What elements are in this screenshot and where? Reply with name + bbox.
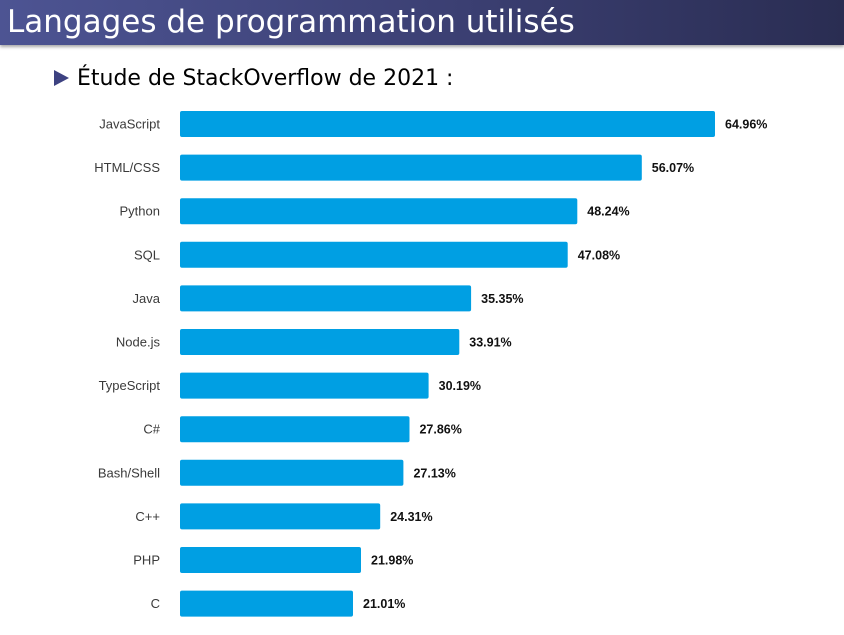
category-label: C	[151, 596, 160, 611]
value-label: 33.91%	[469, 336, 511, 350]
category-label: SQL	[134, 247, 160, 262]
value-label: 64.96%	[725, 118, 767, 132]
bar	[180, 198, 578, 225]
slide-title: Langages de programmation utilisés	[7, 4, 575, 40]
bar	[180, 590, 353, 617]
category-label: TypeScript	[99, 378, 161, 393]
value-label: 27.86%	[419, 423, 461, 437]
category-label: PHP	[133, 553, 160, 568]
bar-row: C 21.01%	[151, 590, 405, 617]
category-label: Python	[120, 204, 160, 219]
bar	[180, 111, 715, 137]
bar	[180, 503, 381, 530]
bar-row: TypeScript 30.19%	[99, 372, 481, 399]
category-label: Node.js	[116, 335, 161, 350]
bar-row: JavaScript 64.96%	[99, 111, 767, 137]
bar-row: Python 48.24%	[120, 198, 630, 225]
bar-row: Bash/Shell 27.13%	[98, 459, 456, 486]
value-label: 27.13%	[413, 466, 455, 480]
bar	[180, 416, 410, 443]
bar-row: PHP 21.98%	[133, 547, 413, 573]
bar-row: HTML/CSS 56.07%	[94, 154, 694, 181]
bar-row: Node.js 33.91%	[116, 329, 512, 355]
value-label: 48.24%	[587, 205, 629, 219]
bar	[180, 154, 642, 181]
value-label: 47.08%	[578, 248, 620, 262]
value-label: 24.31%	[390, 510, 432, 524]
category-label: JavaScript	[99, 117, 160, 132]
bullet-item: Étude de StackOverflow de 2021 :	[54, 63, 453, 93]
bullet-text: Étude de StackOverflow de 2021 :	[77, 65, 454, 91]
bar	[180, 241, 568, 268]
value-label: 35.35%	[481, 292, 523, 306]
category-label: C++	[135, 509, 160, 524]
value-label: 21.98%	[371, 554, 413, 568]
value-label: 56.07%	[652, 161, 694, 175]
category-label: C#	[143, 422, 160, 437]
value-label: 21.01%	[363, 597, 405, 611]
bar-row: C# 27.86%	[143, 416, 462, 443]
bar	[180, 547, 361, 573]
triangle-bullet-icon	[54, 70, 69, 86]
bar-row: C++ 24.31%	[135, 503, 433, 530]
bar-row: SQL 47.08%	[134, 241, 620, 268]
bar	[180, 372, 429, 399]
category-label: HTML/CSS	[94, 160, 160, 175]
bar	[180, 459, 404, 486]
bar	[180, 285, 472, 312]
bar-row: Java 35.35%	[133, 285, 524, 312]
value-label: 30.19%	[439, 379, 481, 393]
category-label: Java	[133, 291, 161, 306]
slide-title-bar: Langages de programmation utilisés	[0, 0, 844, 45]
bar	[180, 329, 460, 355]
category-label: Bash/Shell	[98, 465, 160, 480]
bar-chart: JavaScript 64.96% HTML/CSS 56.07% Python 48.2…	[94, 111, 767, 617]
